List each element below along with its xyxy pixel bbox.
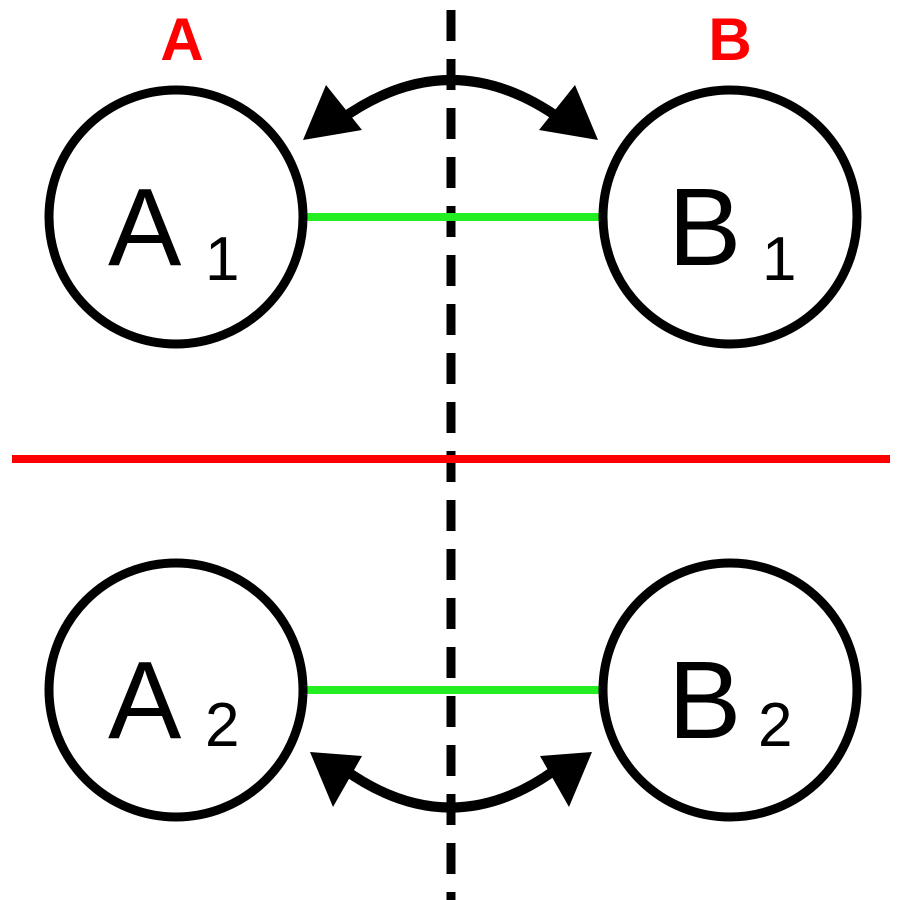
- double-arrow-bottom: [342, 765, 558, 813]
- double-arrow-top: [337, 75, 565, 125]
- side-label-a: A: [160, 6, 203, 73]
- arrowhead-bottom-left: [310, 752, 362, 807]
- node-b1: B 1: [598, 85, 862, 349]
- node-b1-letter: B: [668, 166, 741, 289]
- arrowhead-bottom-right: [540, 752, 592, 807]
- node-a1: A 1: [44, 85, 308, 349]
- node-b2: B 2: [598, 558, 862, 822]
- arrowhead-top-left: [303, 85, 362, 140]
- node-a2-subscript: 2: [205, 691, 239, 760]
- node-a1-subscript: 1: [205, 225, 239, 294]
- node-a2: A 2: [44, 558, 308, 822]
- side-label-b: B: [708, 6, 751, 73]
- arrowhead-top-right: [539, 85, 598, 140]
- node-b2-letter: B: [668, 639, 741, 762]
- node-a2-letter: A: [108, 639, 182, 762]
- node-b2-subscript: 2: [758, 691, 792, 760]
- node-b1-subscript: 1: [762, 225, 796, 294]
- node-a1-letter: A: [108, 166, 182, 289]
